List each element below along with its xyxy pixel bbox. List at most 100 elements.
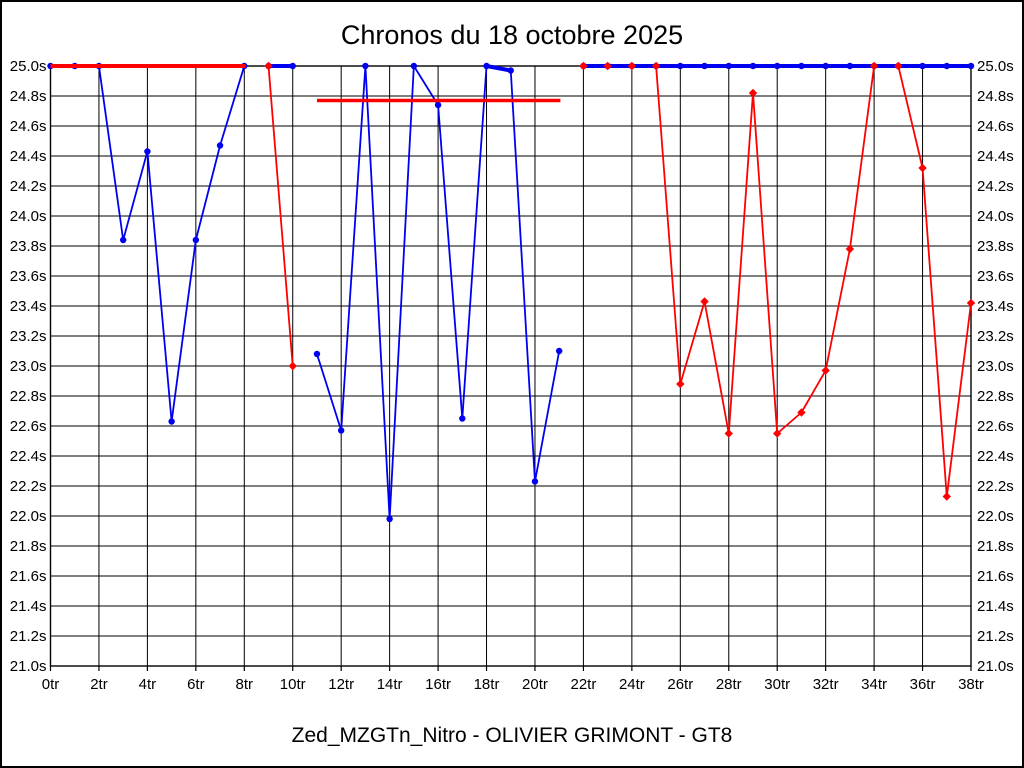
svg-text:21.0s: 21.0s: [10, 658, 47, 675]
series-layer: [47, 61, 976, 523]
svg-text:24tr: 24tr: [619, 676, 645, 693]
data-point-diamond: [700, 297, 709, 306]
data-point-diamond: [869, 61, 879, 71]
data-point-circle: [531, 478, 539, 485]
svg-text:21.2s: 21.2s: [10, 628, 47, 645]
data-point-circle: [337, 427, 345, 434]
data-point-diamond: [966, 298, 976, 308]
svg-text:28tr: 28tr: [716, 676, 742, 693]
svg-text:26tr: 26tr: [667, 676, 693, 693]
svg-text:16tr: 16tr: [425, 676, 451, 693]
svg-text:21.8s: 21.8s: [977, 538, 1014, 555]
data-point-diamond: [579, 61, 588, 71]
svg-text:34tr: 34tr: [861, 676, 887, 693]
data-point-circle: [216, 142, 224, 149]
data-point-circle: [192, 236, 200, 244]
svg-text:21.6s: 21.6s: [977, 568, 1014, 585]
data-point-circle: [677, 62, 684, 70]
svg-text:22.6s: 22.6s: [10, 418, 47, 435]
data-point-circle: [798, 62, 805, 70]
data-point-circle: [846, 62, 854, 70]
chart-title: Chronos du 18 octobre 2025: [341, 20, 683, 50]
chart-footer-label: Zed_MZGTn_Nitro - OLIVIER GRIMONT - GT8: [292, 724, 733, 747]
svg-text:21.0s: 21.0s: [977, 658, 1014, 675]
svg-text:12tr: 12tr: [328, 676, 354, 693]
data-point-circle: [289, 62, 296, 70]
svg-text:23.2s: 23.2s: [10, 328, 47, 345]
svg-text:25.0s: 25.0s: [10, 58, 47, 75]
data-point-circle: [967, 62, 975, 70]
svg-text:30tr: 30tr: [764, 676, 790, 693]
series-red-driver: [50, 61, 976, 501]
axes: [49, 65, 972, 671]
svg-text:22.2s: 22.2s: [10, 478, 47, 495]
data-point-circle: [774, 62, 781, 70]
data-point-circle: [919, 62, 926, 70]
svg-text:22tr: 22tr: [570, 676, 596, 693]
svg-text:24.2s: 24.2s: [10, 178, 47, 195]
svg-text:24.8s: 24.8s: [10, 88, 47, 105]
data-point-circle: [362, 62, 369, 70]
svg-text:24.4s: 24.4s: [977, 148, 1014, 165]
svg-text:21.2s: 21.2s: [977, 628, 1014, 645]
svg-text:21.6s: 21.6s: [10, 568, 47, 585]
data-point-diamond: [797, 408, 806, 417]
svg-text:22.0s: 22.0s: [977, 508, 1014, 525]
data-point-circle: [701, 62, 708, 70]
svg-text:23.0s: 23.0s: [977, 358, 1014, 375]
svg-text:21.4s: 21.4s: [977, 598, 1014, 615]
svg-text:22.0s: 22.0s: [10, 508, 47, 525]
svg-text:24.0s: 24.0s: [977, 208, 1014, 225]
data-point-diamond: [676, 379, 685, 389]
data-point-circle: [144, 148, 151, 155]
svg-text:18tr: 18tr: [474, 676, 500, 693]
svg-text:36tr: 36tr: [910, 676, 936, 693]
data-point-diamond: [918, 163, 927, 173]
svg-text:23.6s: 23.6s: [10, 268, 47, 285]
svg-text:25.0s: 25.0s: [977, 58, 1014, 75]
svg-text:32tr: 32tr: [813, 676, 839, 693]
data-point-diamond: [845, 244, 855, 254]
data-point-diamond: [894, 61, 903, 71]
svg-text:24.2s: 24.2s: [977, 178, 1014, 195]
data-point-diamond: [942, 492, 951, 501]
svg-text:23.2s: 23.2s: [977, 328, 1014, 345]
grid-lines: [50, 66, 971, 666]
data-point-circle: [410, 62, 418, 70]
data-point-circle: [386, 515, 393, 523]
data-point-circle: [749, 62, 757, 70]
y-axis-labels-left: 25.0s 24.8s 24.6s 24.4s 24.2s 24.0s 23.8s 23.6s…: [10, 58, 47, 675]
svg-text:0tr: 0tr: [42, 676, 60, 693]
svg-text:24.0s: 24.0s: [10, 208, 47, 225]
data-point-diamond: [627, 61, 637, 71]
svg-text:22.8s: 22.8s: [10, 388, 47, 405]
data-point-diamond: [773, 429, 782, 438]
svg-text:23.4s: 23.4s: [977, 298, 1014, 315]
svg-text:24.8s: 24.8s: [977, 88, 1014, 105]
svg-text:23.8s: 23.8s: [10, 238, 47, 255]
svg-text:22.2s: 22.2s: [977, 478, 1014, 495]
svg-text:4tr: 4tr: [139, 676, 157, 693]
svg-text:2tr: 2tr: [90, 676, 108, 693]
svg-text:24.6s: 24.6s: [977, 118, 1014, 135]
svg-text:21.4s: 21.4s: [10, 598, 47, 615]
data-point-circle: [943, 62, 950, 70]
data-point-diamond: [603, 61, 612, 71]
data-point-circle: [119, 236, 127, 244]
x-axis-labels: 0tr 2tr 4tr 6tr 8tr 10tr 12tr 14tr 16tr 18tr 20tr 2…: [42, 676, 984, 693]
data-point-circle: [459, 415, 466, 422]
data-point-diamond: [264, 61, 273, 71]
data-point-diamond: [748, 88, 758, 98]
data-point-diamond: [288, 361, 297, 371]
svg-text:23.8s: 23.8s: [977, 238, 1014, 255]
svg-text:38tr: 38tr: [958, 676, 984, 693]
data-point-circle: [434, 101, 442, 109]
svg-text:23.6s: 23.6s: [977, 268, 1014, 285]
svg-text:22.4s: 22.4s: [977, 448, 1014, 465]
svg-text:10tr: 10tr: [280, 676, 306, 693]
svg-text:8tr: 8tr: [236, 676, 254, 693]
data-point-circle: [555, 347, 563, 355]
svg-text:20tr: 20tr: [522, 676, 548, 693]
data-point-diamond: [724, 429, 733, 438]
